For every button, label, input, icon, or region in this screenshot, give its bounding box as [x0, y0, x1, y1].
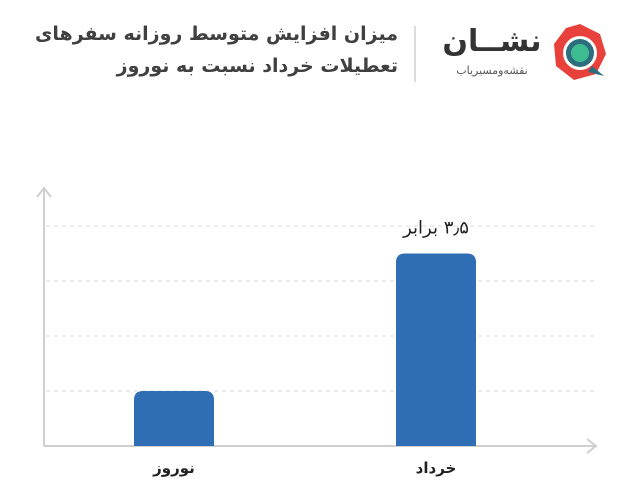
neshan-logo-icon: [554, 24, 606, 80]
bar: [396, 253, 476, 446]
brand-name: نشــان: [442, 24, 542, 59]
brand-tagline: نقشه‌ومسیریاب: [456, 64, 528, 77]
data-label: ۳٫۵ برابر: [402, 218, 469, 239]
y-axis-arrow-icon: [36, 186, 52, 198]
header-divider: [414, 26, 416, 82]
bars: [134, 253, 476, 446]
chart-title: میزان افزایش متوسط روزانه سفرهای تعطیلات…: [18, 18, 398, 82]
bar: [134, 391, 214, 446]
x-tick-label: نوروز: [152, 459, 195, 477]
logo-center: [571, 44, 589, 62]
chart-title-line-2: تعطیلات خرداد نسبت به نوروز: [116, 55, 398, 77]
axes: [36, 186, 598, 454]
labels: نوروز خرداد ۳٫۵ برابر: [152, 218, 469, 478]
grid-lines: [46, 225, 596, 392]
x-axis-arrow-icon: [586, 438, 598, 454]
chart-title-line-1: میزان افزایش متوسط روزانه سفرهای: [34, 23, 398, 45]
x-tick-label: خرداد: [416, 459, 457, 477]
logo-pointer: [588, 66, 604, 76]
